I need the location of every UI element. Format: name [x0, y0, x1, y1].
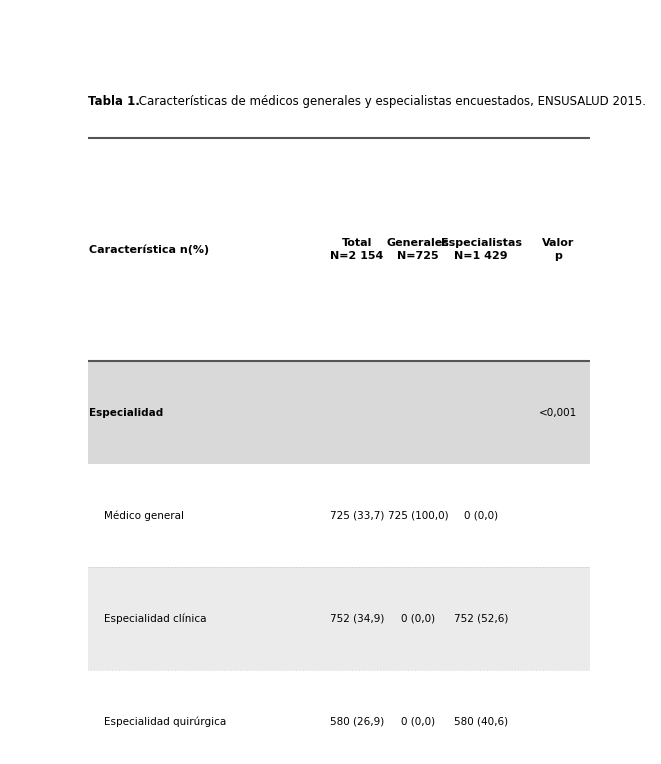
- Bar: [88, 670, 590, 764]
- Bar: [88, 361, 590, 464]
- Text: 0 (0,0): 0 (0,0): [401, 613, 435, 623]
- Text: Generales
N=725: Generales N=725: [387, 238, 449, 261]
- Text: Característica n(%): Característica n(%): [89, 244, 209, 254]
- Text: 752 (52,6): 752 (52,6): [454, 613, 508, 623]
- Text: <0,001: <0,001: [539, 407, 577, 418]
- Text: 580 (26,9): 580 (26,9): [330, 717, 384, 727]
- Text: 725 (33,7): 725 (33,7): [329, 510, 384, 520]
- Text: Tabla 1.: Tabla 1.: [88, 95, 139, 108]
- Text: Especialidad clínica: Especialidad clínica: [104, 613, 207, 623]
- Text: 752 (34,9): 752 (34,9): [329, 613, 384, 623]
- Text: 725 (100,0): 725 (100,0): [388, 510, 448, 520]
- Bar: [88, 567, 590, 670]
- Text: Especialidad: Especialidad: [89, 407, 163, 418]
- Text: Especialidad quirúrgica: Especialidad quirúrgica: [104, 716, 226, 727]
- Text: 580 (40,6): 580 (40,6): [454, 717, 508, 727]
- Text: Características de médicos generales y especialistas encuestados, ENSUSALUD 2015: Características de médicos generales y e…: [135, 95, 646, 108]
- Bar: [88, 138, 590, 361]
- Text: 0 (0,0): 0 (0,0): [401, 717, 435, 727]
- Text: Total
N=2 154: Total N=2 154: [330, 238, 383, 261]
- Text: Médico general: Médico general: [104, 510, 184, 521]
- Text: Valor
p: Valor p: [542, 238, 574, 261]
- Bar: [88, 464, 590, 567]
- Text: Especialistas
N=1 429: Especialistas N=1 429: [441, 238, 522, 261]
- Text: 0 (0,0): 0 (0,0): [464, 510, 498, 520]
